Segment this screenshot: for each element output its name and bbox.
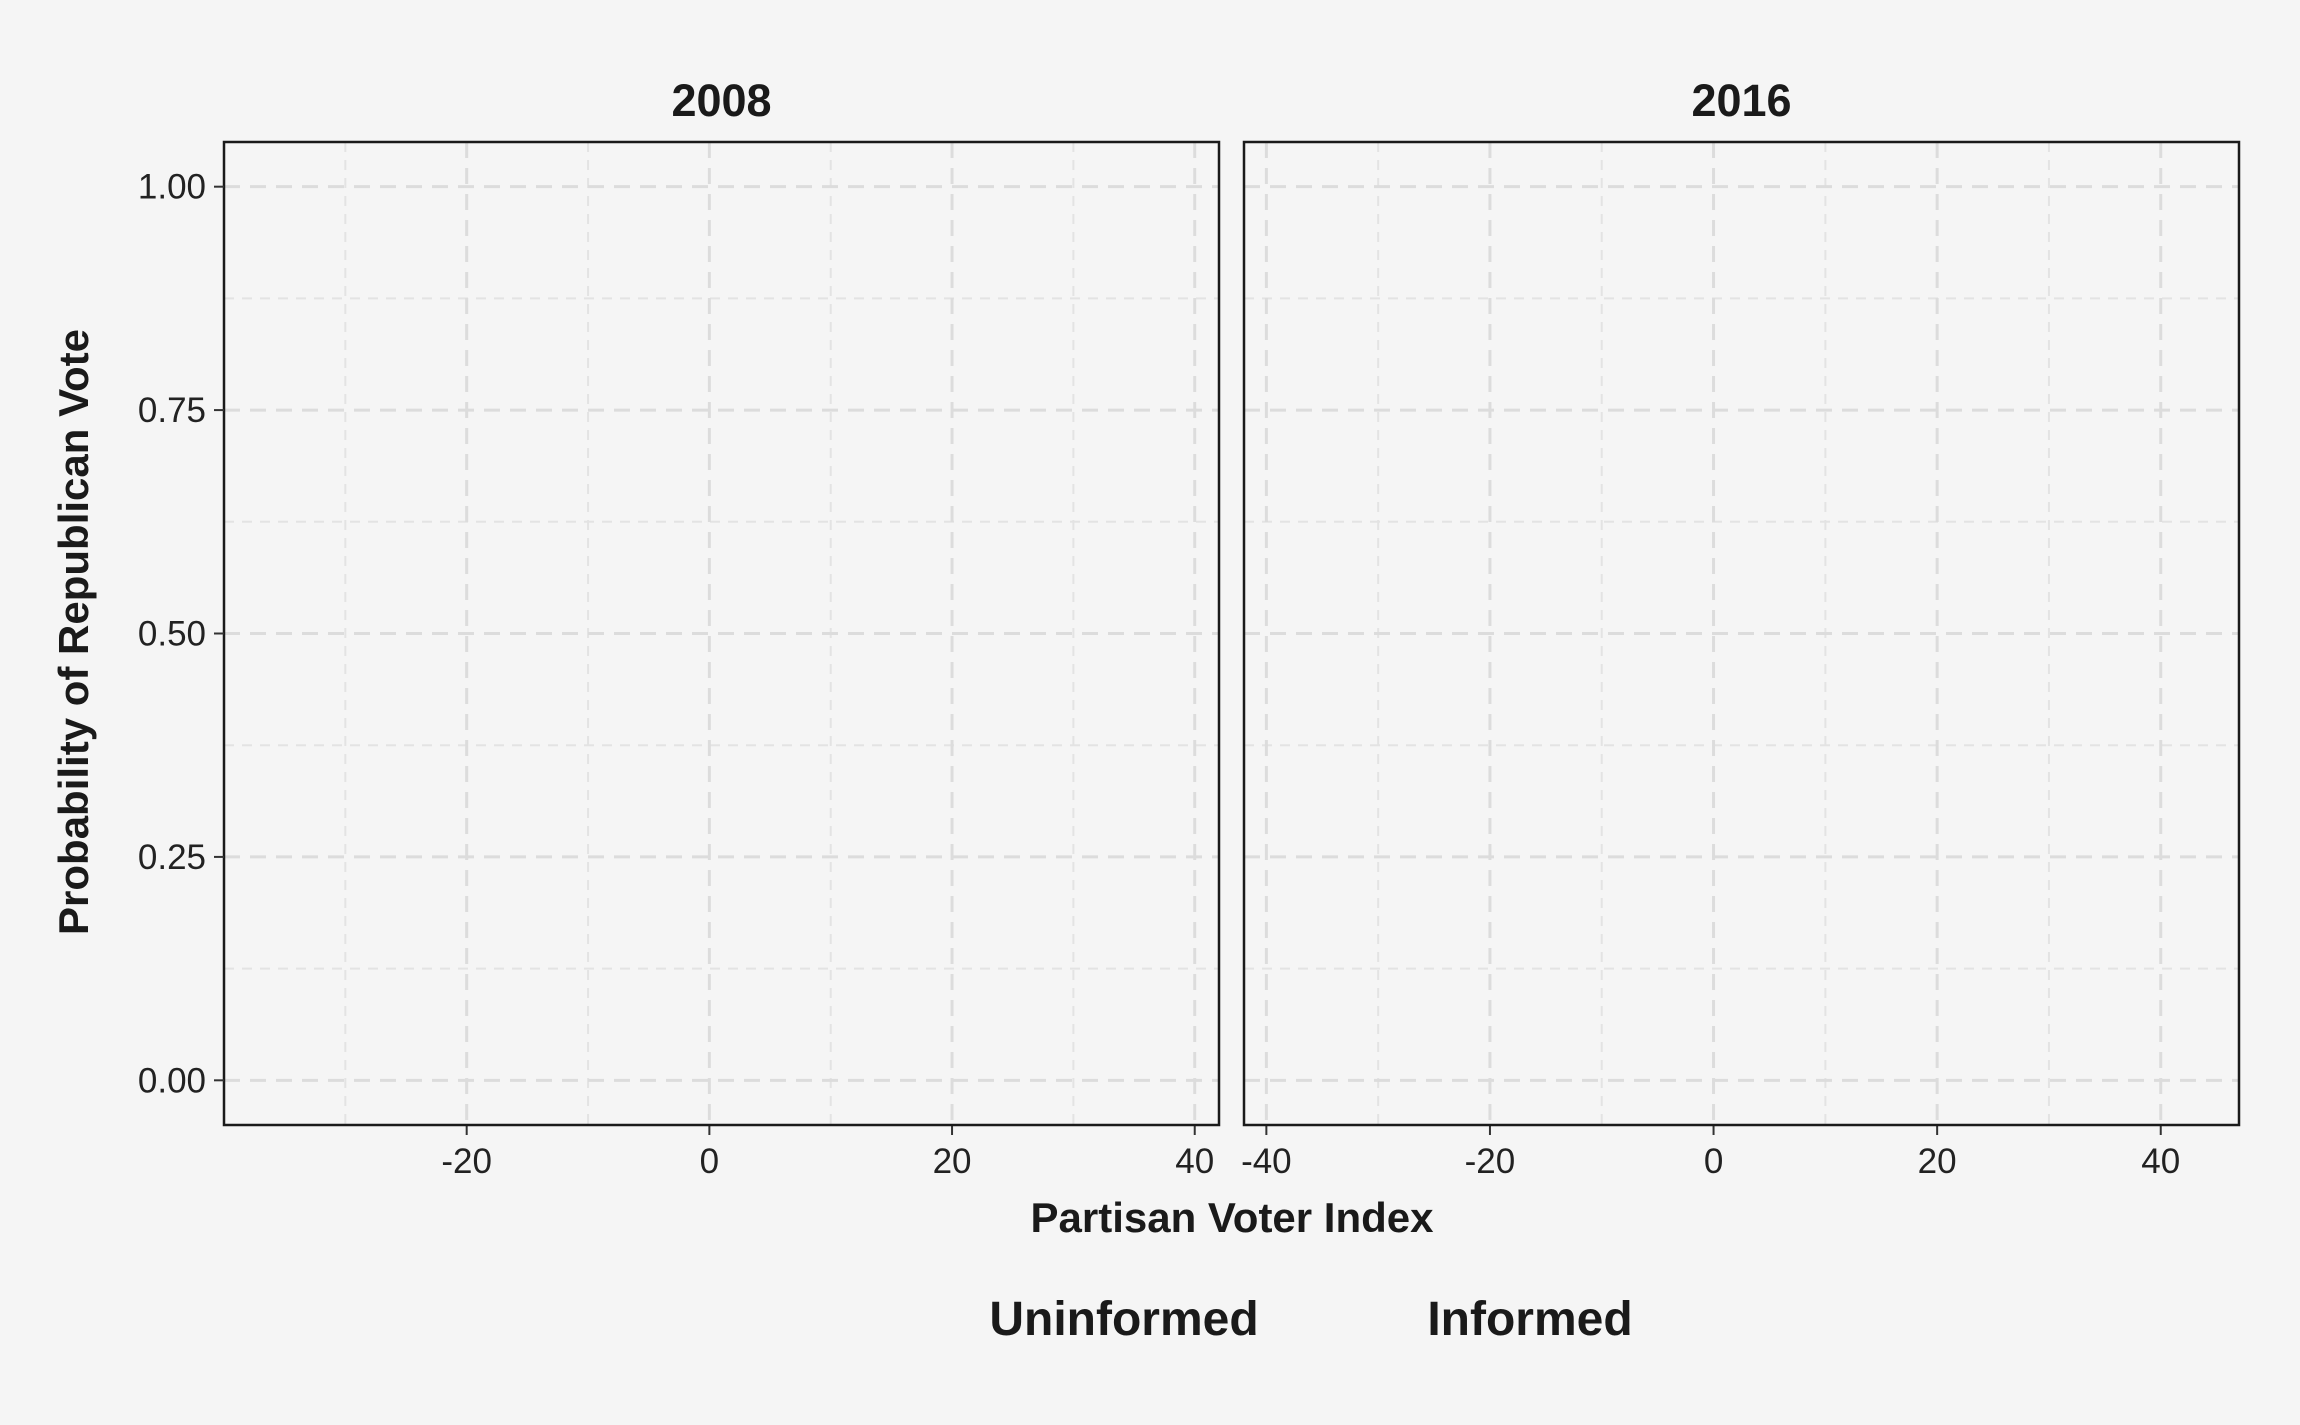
x-tick-label: 20 — [933, 1142, 972, 1181]
x-axis-title: Partisan Voter Index — [1030, 1194, 1434, 1241]
panel-border — [1242, 140, 2241, 1127]
y-tick-label: 0.25 — [138, 838, 206, 877]
legend-entry-informed: Informed — [1427, 1293, 1632, 1346]
legend-entry-uninformed: Uninformed — [989, 1293, 1258, 1346]
x-tick-label: 20 — [1918, 1142, 1957, 1181]
y-axis-title: Probability of Republican Vote — [50, 329, 97, 935]
x-tick-label: 0 — [1704, 1142, 1723, 1181]
x-tick-label: 40 — [2141, 1142, 2180, 1181]
facet-panels: -20 0 20 40 2008 -40 -20 0 20 40 2016 — [222, 75, 2241, 1181]
x-tick-label: -20 — [1465, 1142, 1516, 1181]
x-tick-label: 0 — [700, 1142, 719, 1181]
y-tick-label: 0.75 — [138, 391, 206, 430]
facet-title: 2008 — [671, 75, 771, 126]
y-axis: 0.00 0.25 0.50 0.75 1.00 — [138, 168, 224, 1100]
facet-panel-2008: -20 0 20 40 2008 — [222, 75, 1221, 1181]
y-tick-label: 0.00 — [138, 1061, 206, 1100]
x-tick-label: 40 — [1175, 1142, 1214, 1181]
y-tick-label: 1.00 — [138, 168, 206, 207]
facet-title: 2016 — [1691, 75, 1791, 126]
facet-panel-2016: -40 -20 0 20 40 2016 — [1241, 75, 2241, 1181]
legend: Uninformed Informed — [989, 1293, 1632, 1346]
y-tick-label: 0.50 — [138, 615, 206, 654]
x-tick-label: -20 — [441, 1142, 492, 1181]
x-tick-label: -40 — [1241, 1142, 1292, 1181]
